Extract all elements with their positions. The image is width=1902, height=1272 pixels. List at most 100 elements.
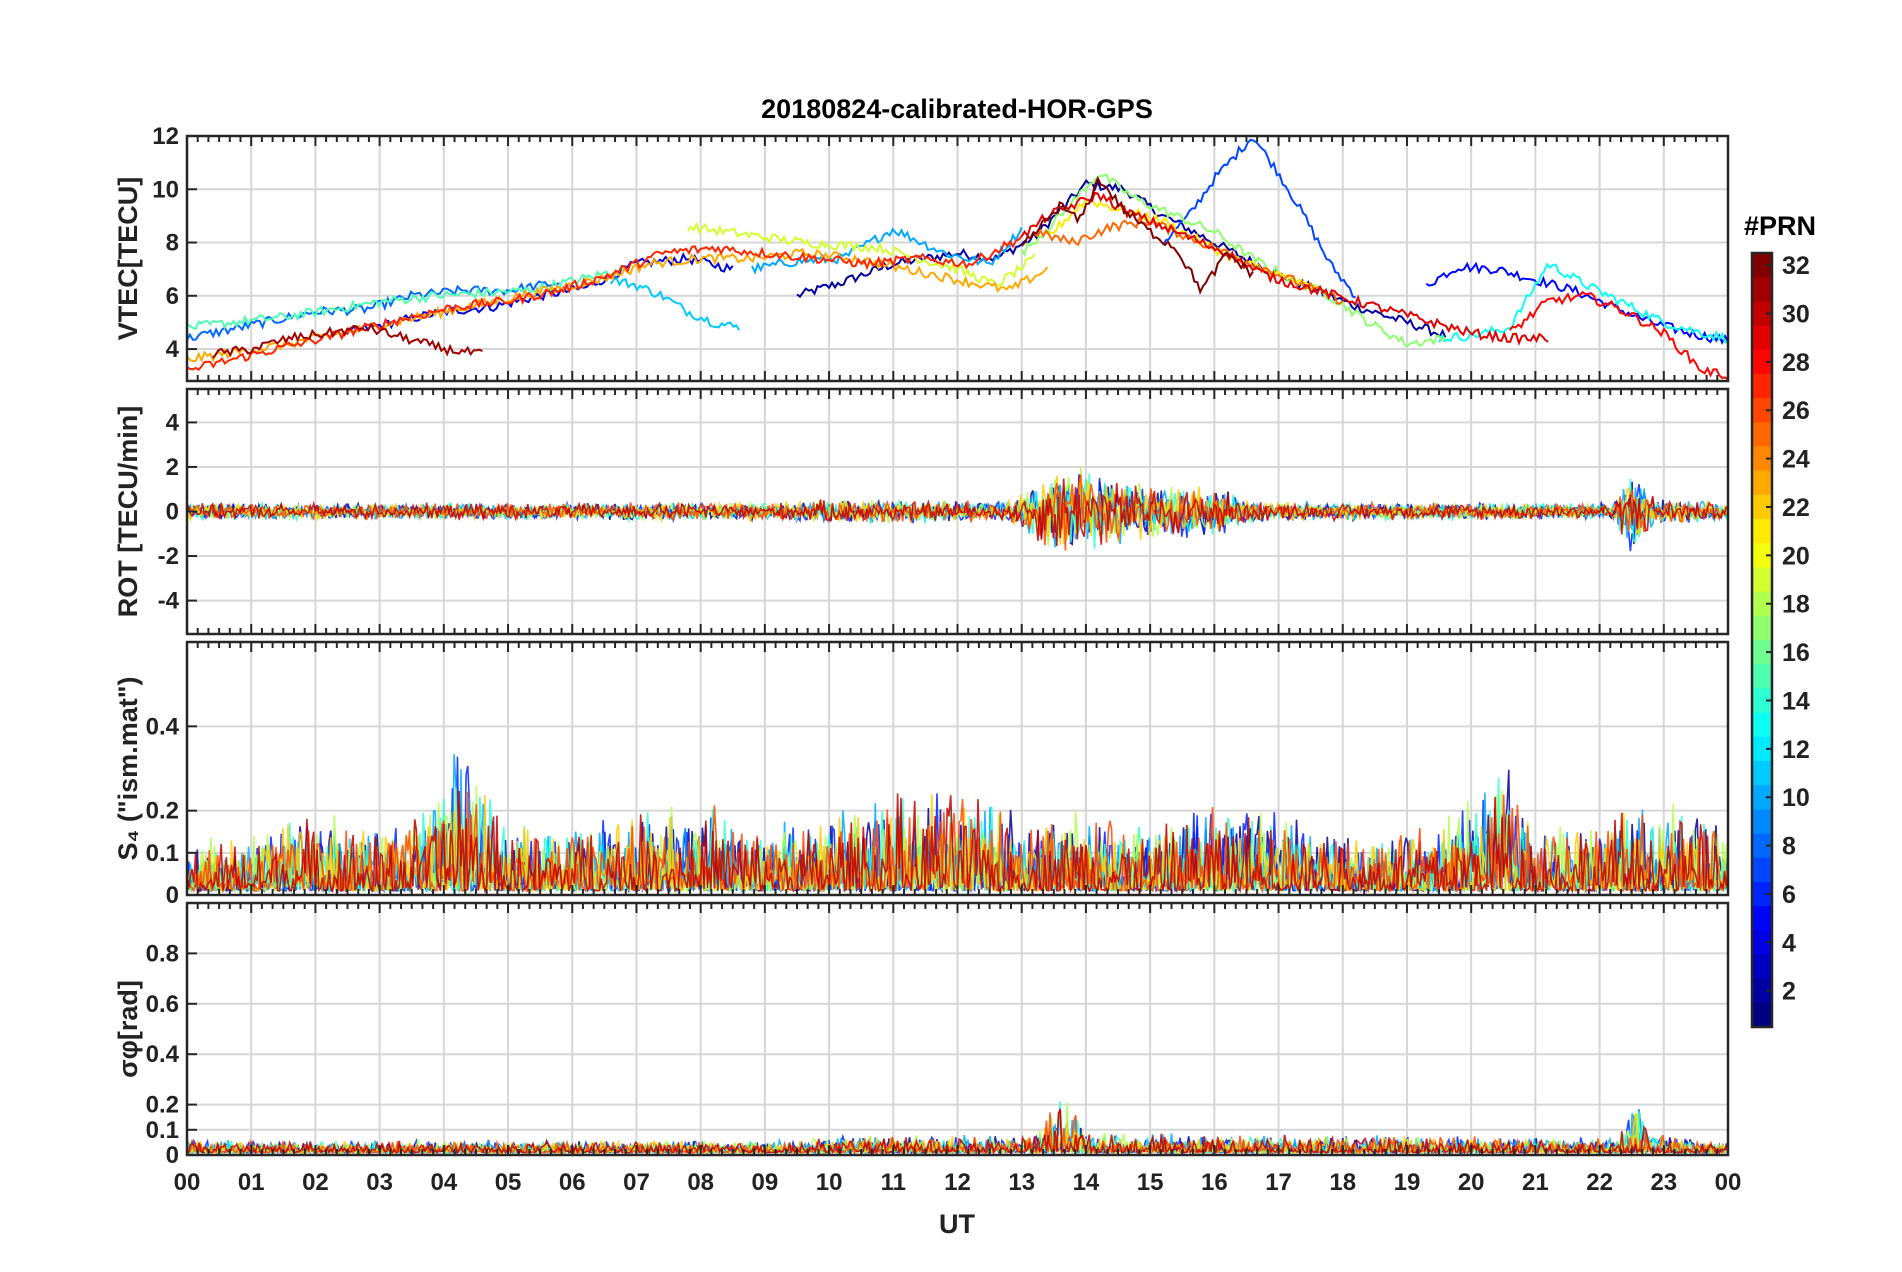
series-prn-30 [187, 478, 1728, 547]
colorbar-tick-label: 10 [1782, 784, 1810, 812]
colorbar-segment [1752, 494, 1772, 520]
series-prn-32 [1020, 175, 1254, 295]
y-tick-label: -2 [158, 543, 179, 570]
y-tick-label: 0.2 [146, 1092, 179, 1119]
colorbar-segment [1752, 543, 1772, 569]
y-tick-label: 8 [166, 230, 179, 257]
panel-sigma_phi: 00.10.2 0.4 0.6 0.8σφ[rad] [113, 901, 1730, 1169]
colorbar-segment [1752, 567, 1772, 593]
y-tick-label: 4 [166, 336, 180, 363]
x-tick-label: 21 [1522, 1169, 1549, 1196]
colorbar-segment [1752, 930, 1772, 956]
series-prn-17 [1020, 173, 1447, 347]
x-tick-label: 14 [1073, 1169, 1100, 1196]
x-tick-label: 22 [1586, 1169, 1613, 1196]
colorbar-segment [1752, 906, 1772, 931]
colorbar-segment [1752, 398, 1772, 423]
colorbar-segment [1752, 1002, 1772, 1028]
colorbar-segment [1752, 736, 1772, 762]
colorbar-tick-label: 24 [1782, 446, 1810, 474]
colorbar-tick-label: 2 [1782, 978, 1796, 1006]
colorbar-segment [1752, 446, 1772, 472]
series-prn-13 [1438, 262, 1728, 344]
colorbar-segment [1752, 422, 1772, 448]
colorbar-tick-label: 6 [1782, 881, 1796, 909]
colorbar-segment [1752, 615, 1772, 641]
y-tick-label: 10 [152, 176, 179, 203]
colorbar-tick-label: 16 [1782, 639, 1810, 667]
colorbar-segment [1752, 809, 1772, 835]
x-tick-label: 02 [302, 1169, 329, 1196]
colorbar-tick-label: 14 [1782, 687, 1810, 715]
plot-area-vtec [187, 138, 1728, 381]
x-tick-label: 17 [1265, 1169, 1292, 1196]
plot-area-rot [187, 466, 1728, 552]
colorbar-segment [1752, 954, 1772, 980]
y-tick-label: 0 [166, 499, 179, 526]
y-tick-label: 0 [166, 882, 179, 909]
series-prn-25 [1033, 216, 1344, 305]
y-tick-label: 0 [166, 1142, 179, 1169]
colorbar-segment [1752, 373, 1772, 399]
colorbar-tick-label: 26 [1782, 397, 1810, 425]
series-prn-7 [1162, 138, 1356, 299]
y-tick-label: 6 [166, 283, 179, 310]
colorbar-segment [1752, 712, 1772, 738]
y-tick-label: 0.1 [146, 1117, 179, 1144]
colorbar-tick-label: 8 [1782, 833, 1796, 861]
colorbar-segment [1752, 688, 1772, 714]
panel-vtec: 4 6 8 10 12 VTEC[TECU] [113, 123, 1730, 383]
chart-title: 20180824-calibrated-HOR-GPS [761, 94, 1153, 124]
y-tick-label: 0.1 [146, 840, 179, 867]
colorbar-frame [1750, 251, 1774, 1029]
series-prn-31 [211, 322, 483, 359]
x-tick-label: 01 [238, 1169, 265, 1196]
series-prn-15 [187, 264, 625, 331]
colorbar-segment [1752, 760, 1772, 786]
colorbar-segment [1752, 325, 1772, 351]
series-prn-21 [1046, 196, 1318, 292]
y-axis-label-vtec: VTEC[TECU] [113, 177, 143, 341]
series-prn-2 [796, 178, 1447, 339]
series-prn-11 [609, 277, 741, 331]
x-tick-label: 16 [1201, 1169, 1228, 1196]
series-prn-29 [1020, 191, 1549, 346]
x-tick-label: 00 [1715, 1169, 1742, 1196]
x-axis-label: UT [939, 1209, 975, 1239]
colorbar-segment [1752, 857, 1772, 883]
colorbar-segment [1752, 881, 1772, 907]
colorbar-segment [1752, 978, 1772, 1004]
x-tick-label: 12 [944, 1169, 971, 1196]
panel-s4: 0 0.1 0.2 0.4S₄ ("ism.mat") [113, 640, 1730, 909]
y-tick-label: 0.2 [146, 798, 179, 825]
x-tick-label: 00 [174, 1169, 201, 1196]
colorbar-tick-label: 22 [1782, 494, 1810, 522]
y-tick-label: 0.4 [146, 713, 180, 740]
y-tick-label: 0.8 [146, 940, 179, 967]
y-tick-label: 2 [166, 454, 179, 481]
x-tick-label: 13 [1008, 1169, 1035, 1196]
x-tick-label: 11 [881, 1169, 906, 1196]
x-tick-label: 19 [1394, 1169, 1421, 1196]
y-tick-label: 0.6 [146, 991, 179, 1018]
x-tick-label: 05 [495, 1169, 522, 1196]
colorbar-segment [1752, 640, 1772, 665]
x-tick-label: 03 [366, 1169, 393, 1196]
x-tick-label: 15 [1137, 1169, 1164, 1196]
x-tick-label: 18 [1329, 1169, 1356, 1196]
colorbar-tick-label: 30 [1782, 300, 1810, 328]
series-prn-19 [686, 221, 1036, 287]
x-tick-label: 04 [430, 1169, 457, 1196]
colorbar-segment [1752, 591, 1772, 617]
colorbar-segment [1752, 470, 1772, 496]
colorbar-segment [1752, 253, 1772, 278]
colorbar-segment [1752, 277, 1772, 302]
panel-rot: -4 -2 0 2 4 ROT [TECU/min] [113, 387, 1730, 636]
y-axis-label-rot: ROT [TECU/min] [113, 406, 143, 617]
colorbar-segment [1752, 833, 1772, 859]
y-axis-label-sigma_phi: σφ[rad] [113, 980, 143, 1078]
colorbar-tick-label: 28 [1782, 349, 1810, 377]
colorbar-tick-label: 12 [1782, 736, 1810, 764]
